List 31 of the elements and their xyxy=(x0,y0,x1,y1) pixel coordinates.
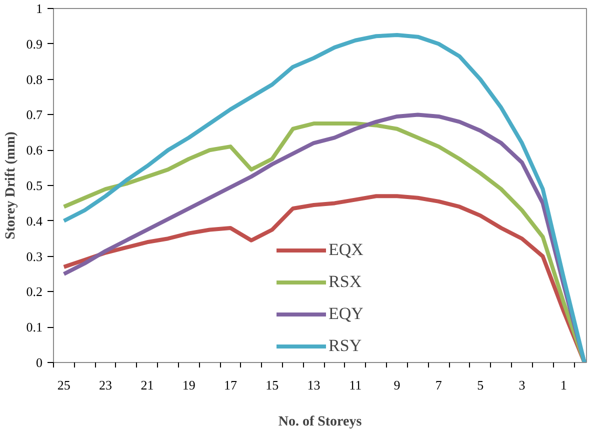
y-tick-label: 0 xyxy=(36,355,42,370)
y-tick-label: 0.6 xyxy=(26,142,43,158)
y-tick-label: 0.4 xyxy=(26,213,43,228)
x-tick-label: 1 xyxy=(560,378,567,392)
y-tick-label: 0.3 xyxy=(26,248,42,264)
y-tick-label: 0.9 xyxy=(26,36,42,52)
x-tick-label: 21 xyxy=(140,378,154,392)
x-tick-label: 19 xyxy=(182,378,196,392)
legend-label: EQY xyxy=(328,304,364,324)
x-tick-label: 17 xyxy=(224,378,238,392)
y-tick-label: 0.7 xyxy=(26,107,43,122)
y-tick-label: 0.1 xyxy=(26,320,42,335)
y-tick-label: 0.5 xyxy=(26,178,42,193)
x-tick-label: 3 xyxy=(518,378,526,392)
legend-label: RSX xyxy=(328,272,362,292)
y-tick-label: 0.8 xyxy=(26,72,42,87)
x-tick-label: 23 xyxy=(99,378,112,392)
x-tick-label: 11 xyxy=(349,378,362,392)
x-tick-label: 13 xyxy=(307,378,320,392)
legend-label: RSY xyxy=(328,336,362,356)
y-axis-title: Storey Drift (mm) xyxy=(3,131,18,240)
y-tick-label: 1 xyxy=(36,1,42,16)
x-tick-label: 25 xyxy=(57,378,70,392)
legend-label: EQX xyxy=(328,240,364,260)
x-tick-label: 7 xyxy=(435,378,442,392)
x-axis-title: No. of Storeys xyxy=(278,414,362,430)
line-series xyxy=(62,33,586,362)
x-tick-label: 9 xyxy=(394,378,400,392)
x-tick-label: 15 xyxy=(266,378,279,392)
y-tick-label: 0.2 xyxy=(26,284,42,300)
x-tick-label: 5 xyxy=(477,378,484,392)
